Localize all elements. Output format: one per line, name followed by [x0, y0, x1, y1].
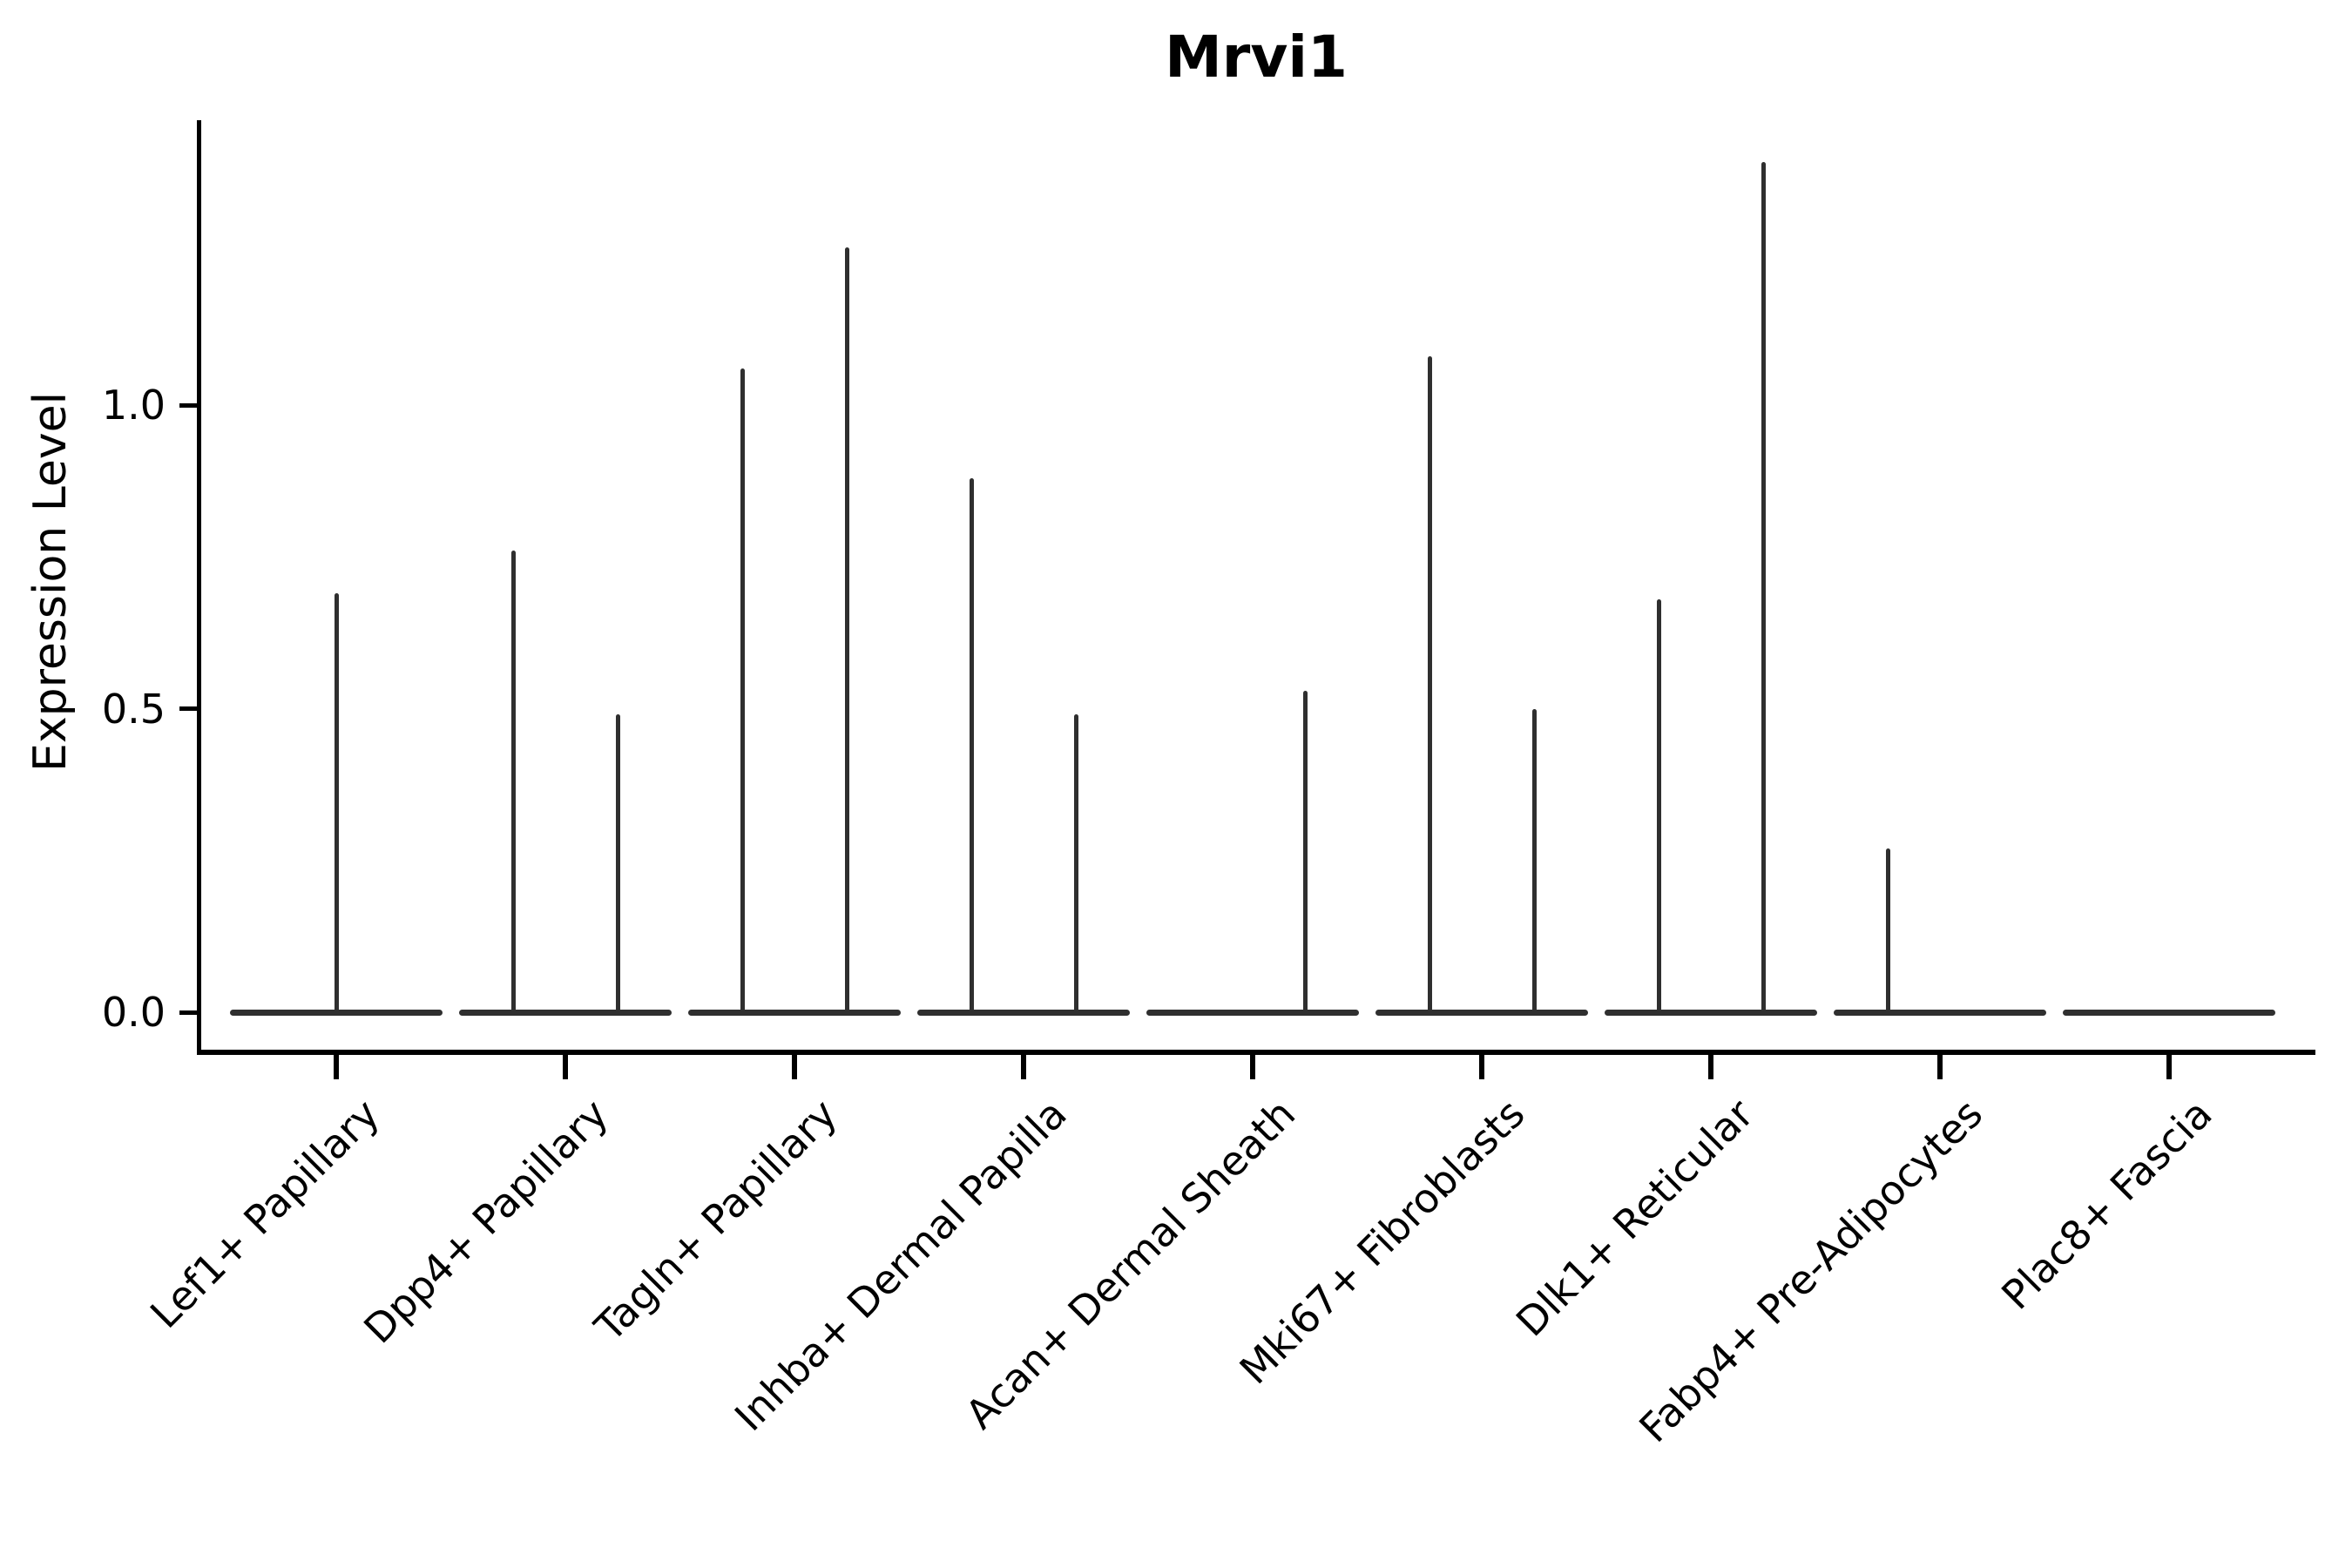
- y-axis-spine: [197, 120, 201, 1055]
- x-tick-label: Dlk1+ Reticular: [1507, 1090, 1763, 1346]
- violin-spike: [615, 714, 620, 1012]
- violin-spike: [510, 551, 516, 1012]
- violin-base: [1834, 1009, 2046, 1016]
- x-tick-mark: [563, 1055, 568, 1079]
- x-tick-label: Tagln+ Papillary: [585, 1090, 847, 1351]
- x-axis-spine: [197, 1050, 2315, 1055]
- violin-base: [1146, 1009, 1359, 1016]
- y-tick-mark: [179, 1010, 197, 1015]
- violin-spike: [1073, 714, 1078, 1012]
- x-tick-mark: [1250, 1055, 1255, 1079]
- violin-base: [1375, 1009, 1588, 1016]
- x-tick-mark: [1021, 1055, 1026, 1079]
- x-tick-mark: [792, 1055, 797, 1079]
- violin-spike: [1656, 599, 1661, 1012]
- violin-base: [459, 1009, 672, 1016]
- x-tick-mark: [1937, 1055, 1943, 1079]
- x-tick-label: Dpp4+ Papillary: [355, 1090, 618, 1353]
- violin-spike: [740, 368, 745, 1012]
- violin-spike: [334, 593, 339, 1012]
- violin-spike: [1531, 708, 1537, 1012]
- x-tick-mark: [1708, 1055, 1713, 1079]
- x-tick-mark: [2166, 1055, 2172, 1079]
- violin-base: [230, 1009, 443, 1016]
- violin-base: [2063, 1009, 2275, 1016]
- violin-spike: [844, 247, 849, 1012]
- y-tick-mark: [179, 706, 197, 711]
- violin-base: [688, 1009, 901, 1016]
- x-tick-mark: [334, 1055, 339, 1079]
- y-tick-label: 0.0: [101, 989, 166, 1036]
- violin-spike: [1302, 690, 1308, 1012]
- chart-title: Mrvi1: [1165, 24, 1348, 91]
- y-tick-mark: [179, 402, 197, 408]
- violin-spike: [1761, 162, 1766, 1012]
- x-tick-label: Lef1+ Papillary: [140, 1090, 389, 1338]
- violin-spike: [1885, 848, 1890, 1012]
- x-tick-mark: [1479, 1055, 1484, 1079]
- y-tick-label: 0.5: [101, 685, 166, 733]
- violin-spike: [1427, 356, 1432, 1012]
- y-tick-label: 1.0: [101, 382, 166, 429]
- violin-spike: [969, 477, 974, 1012]
- violin-base: [1605, 1009, 1817, 1016]
- violin-base: [917, 1009, 1130, 1016]
- x-tick-label: Plac8+ Fascia: [1992, 1090, 2221, 1319]
